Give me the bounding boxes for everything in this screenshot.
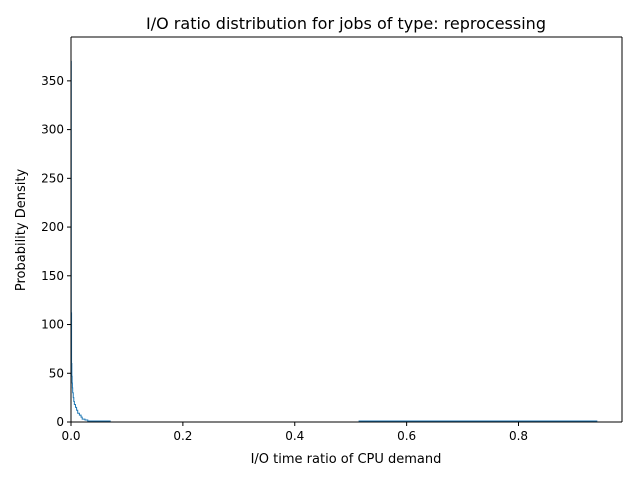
series-line-0: [70, 60, 598, 423]
y-tick-label: 100: [41, 318, 64, 332]
y-tick-label: 150: [41, 269, 64, 283]
y-tick-label: 200: [41, 220, 64, 234]
x-tick-label: 0.4: [285, 429, 304, 443]
x-axis-label: I/O time ratio of CPU demand: [251, 452, 442, 467]
y-tick-label: 0: [56, 415, 64, 429]
x-tick-label: 0.2: [173, 429, 192, 443]
x-tick-label: 0.6: [397, 429, 416, 443]
y-tick-label: 250: [41, 171, 64, 185]
x-axis: 0.0 0.2 0.4 0.6 0.8: [61, 422, 528, 443]
y-tick-label: 300: [41, 123, 64, 137]
y-axis-label: Probability Density: [14, 169, 29, 292]
plot-area: [70, 36, 623, 423]
x-tick-label: 0.0: [61, 429, 80, 443]
x-tick-label: 0.8: [509, 429, 528, 443]
y-axis: 0 50 100 150 200 250 300 350: [41, 74, 71, 429]
y-tick-label: 350: [41, 74, 64, 88]
chart-title: I/O ratio distribution for jobs of type:…: [146, 14, 546, 33]
y-tick-label: 50: [49, 366, 64, 380]
